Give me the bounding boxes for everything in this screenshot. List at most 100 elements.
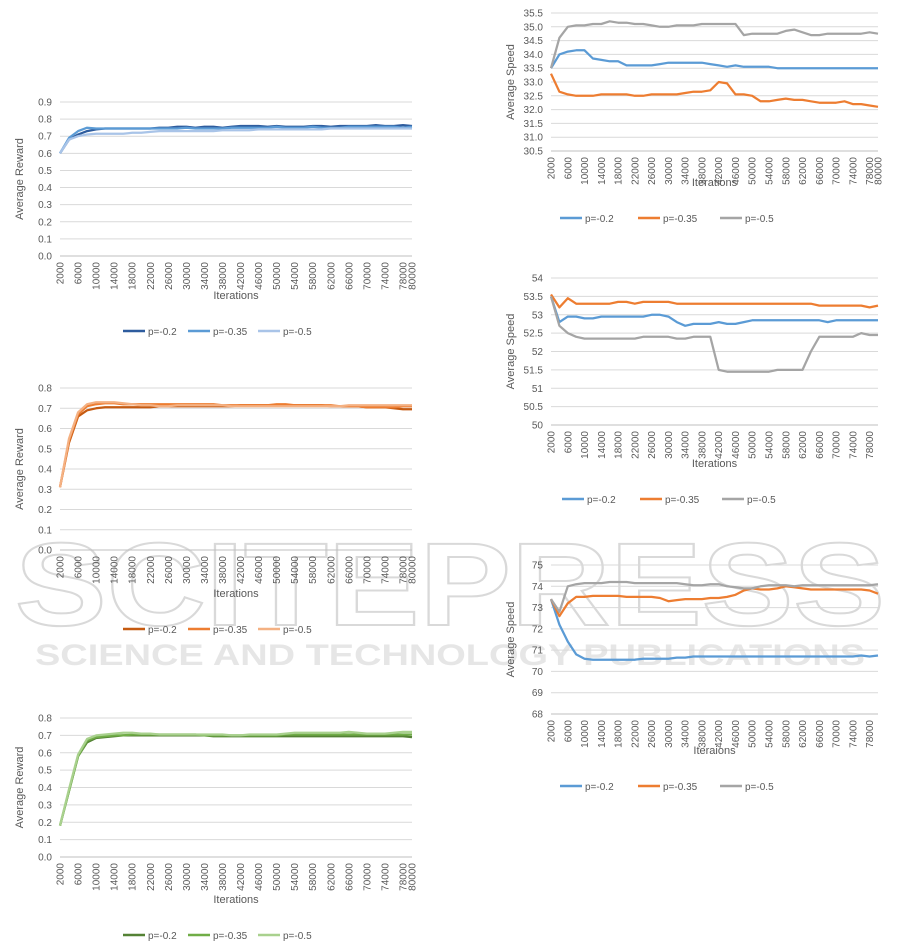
series-line-1 bbox=[549, 598, 879, 661]
x-tick-label: 50000 bbox=[748, 157, 759, 185]
x-tick-label: 58000 bbox=[781, 720, 792, 748]
y-tick-label: 0.1 bbox=[38, 835, 52, 846]
x-tick-label: 46000 bbox=[254, 556, 265, 584]
watermark: SCITEPRESS SCIENCE AND TECHNOLOGY PUBLIC… bbox=[14, 518, 886, 672]
x-tick-label: 70000 bbox=[832, 720, 843, 748]
x-tick-label: 18000 bbox=[128, 262, 139, 290]
legend-label: p=-0.2 bbox=[587, 495, 616, 506]
series-line-2 bbox=[549, 585, 879, 618]
x-tick-label: 54000 bbox=[290, 262, 301, 290]
x-tick-label: 54000 bbox=[765, 720, 776, 748]
y-tick-label: 53.5 bbox=[524, 292, 544, 303]
y-tick-label: 0.2 bbox=[38, 505, 52, 516]
y-tick-label: 0.7 bbox=[38, 404, 52, 415]
x-tick-label: 70000 bbox=[362, 863, 373, 891]
y-tick-label: 0.1 bbox=[38, 234, 52, 245]
y-tick-label: 50.5 bbox=[524, 402, 544, 413]
y-tick-label: 68 bbox=[532, 710, 544, 721]
x-tick-label: 10000 bbox=[92, 262, 103, 290]
legend-label: p=-0.5 bbox=[283, 625, 312, 636]
x-tick-label: 70000 bbox=[832, 431, 843, 459]
chart-5: 50 50.5 51 51.5 52 52.5 53 53.5 54 2000 6000 10000 1… bbox=[505, 274, 879, 506]
x-tick-label: 78000 bbox=[865, 431, 876, 459]
x-tick-label: 54000 bbox=[290, 556, 301, 584]
x-tick-label: 30000 bbox=[182, 262, 193, 290]
y-axis-title: Average Reward bbox=[14, 428, 26, 510]
series-line-2 bbox=[549, 73, 879, 108]
y-tick-label: 0.2 bbox=[38, 818, 52, 829]
x-tick-label: 34000 bbox=[200, 863, 211, 891]
series-line-3 bbox=[58, 401, 412, 488]
x-tick-label: 30000 bbox=[182, 556, 193, 584]
x-tick-label: 54000 bbox=[290, 863, 301, 891]
x-tick-label: 66000 bbox=[344, 262, 355, 290]
x-tick-label: 50000 bbox=[748, 720, 759, 748]
x-tick-label: 80000 bbox=[874, 157, 885, 185]
x-tick-label: 78000 bbox=[398, 262, 409, 290]
legend-label: p=-0.5 bbox=[747, 495, 776, 506]
x-tick-label: 30000 bbox=[664, 720, 675, 748]
x-tick-label: 14000 bbox=[597, 431, 608, 459]
x-tick-label: 38000 bbox=[218, 262, 229, 290]
legend-label: p=-0.2 bbox=[148, 327, 177, 338]
y-tick-label: 0.2 bbox=[38, 217, 52, 228]
watermark-main-text: SCITEPRESS bbox=[15, 519, 885, 651]
x-tick-label: 78000 bbox=[398, 556, 409, 584]
series-line-2 bbox=[58, 733, 412, 826]
x-tick-label: 14000 bbox=[597, 720, 608, 748]
x-tick-label: 18000 bbox=[614, 720, 625, 748]
y-tick-label: 0.1 bbox=[38, 525, 52, 536]
legend-label: p=-0.35 bbox=[213, 327, 248, 338]
x-tick-label: 22000 bbox=[630, 157, 641, 185]
x-tick-label: 58000 bbox=[781, 431, 792, 459]
chart-4: 30.5 31.0 31.5 32.0 32.5 33.0 33.5 34.0 34.5 35.0… bbox=[505, 9, 885, 226]
x-tick-label: 18000 bbox=[614, 431, 625, 459]
legend-label: p=-0.35 bbox=[663, 782, 698, 793]
y-tick-label: 0.6 bbox=[38, 424, 52, 435]
x-axis-title: Iterations bbox=[692, 177, 738, 189]
y-tick-label: 71 bbox=[532, 646, 544, 657]
y-tick-label: 0.3 bbox=[38, 200, 52, 211]
x-tick-label: 2000 bbox=[547, 720, 558, 743]
y-tick-label: 0.3 bbox=[38, 800, 52, 811]
x-tick-label: 10000 bbox=[580, 157, 591, 185]
legend-label: p=-0.5 bbox=[283, 327, 312, 338]
y-tick-label: 0.4 bbox=[38, 783, 52, 794]
x-tick-label: 70000 bbox=[362, 556, 373, 584]
x-tick-label: 22000 bbox=[146, 262, 157, 290]
x-tick-label: 14000 bbox=[110, 262, 121, 290]
x-tick-label: 14000 bbox=[110, 556, 121, 584]
x-tick-label: 18000 bbox=[128, 556, 139, 584]
series-line-3 bbox=[549, 296, 878, 373]
y-tick-label: 74 bbox=[532, 582, 544, 593]
x-tick-label: 38000 bbox=[697, 431, 708, 459]
x-tick-label: 34000 bbox=[681, 720, 692, 748]
x-tick-label: 6000 bbox=[563, 720, 574, 743]
x-axis-title: Iterations bbox=[213, 290, 259, 302]
x-tick-label: 62000 bbox=[326, 262, 337, 290]
x-tick-label: 78000 bbox=[398, 863, 409, 891]
series-line-3 bbox=[58, 730, 412, 826]
y-tick-label: 0.8 bbox=[38, 714, 52, 725]
y-tick-label: 31.5 bbox=[524, 119, 544, 130]
x-tick-label: 42000 bbox=[714, 431, 725, 459]
x-tick-label: 34000 bbox=[200, 556, 211, 584]
x-tick-label: 10000 bbox=[92, 556, 103, 584]
x-tick-label: 62000 bbox=[798, 720, 809, 748]
y-tick-label: 72 bbox=[532, 624, 544, 635]
x-axis-title: Iteraions bbox=[693, 745, 736, 757]
x-tick-label: 70000 bbox=[362, 262, 373, 290]
legend-label: p=-0.2 bbox=[148, 625, 177, 636]
x-axis-title: Iterations bbox=[692, 458, 738, 470]
x-tick-label: 6000 bbox=[563, 431, 574, 454]
x-tick-label: 50000 bbox=[272, 863, 283, 891]
y-tick-label: 33.5 bbox=[524, 64, 544, 75]
y-tick-label: 0.5 bbox=[38, 166, 52, 177]
y-tick-label: 32.5 bbox=[524, 91, 544, 102]
chart-6: 68 69 70 71 72 73 74 75 2000 6000 10000 14000 18000 2… bbox=[505, 561, 879, 793]
x-tick-label: 22000 bbox=[146, 863, 157, 891]
y-tick-label: 0.3 bbox=[38, 485, 52, 496]
x-tick-label: 34000 bbox=[681, 157, 692, 185]
series-line-3 bbox=[549, 20, 879, 69]
